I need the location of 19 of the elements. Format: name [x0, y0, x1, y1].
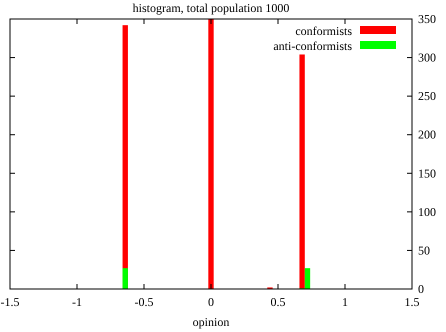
y-tick-label: 200 — [418, 128, 436, 142]
x-tick-label: -1.5 — [0, 295, 20, 309]
x-tick-label: -0.5 — [134, 295, 154, 309]
chart-title: histogram, total population 1000 — [132, 1, 290, 15]
y-tick-label: 100 — [418, 204, 436, 219]
y-tick-label: 300 — [418, 50, 436, 65]
x-tick-label: 0 — [208, 295, 214, 309]
legend-label: conformists — [295, 24, 352, 38]
legend-label: anti-conformists — [273, 39, 352, 53]
x-axis-title: opinion — [192, 315, 230, 329]
y-tick-label: 50 — [418, 243, 430, 258]
x-tick-label: 1.5 — [404, 295, 420, 309]
x-tick-label: 1 — [342, 295, 348, 309]
x-tick-label: -1 — [72, 295, 82, 309]
y-tick-label: 250 — [418, 89, 436, 104]
y-tick-label: 150 — [418, 166, 436, 180]
y-tick-label: 0 — [418, 282, 424, 296]
y-tick-label: 350 — [418, 12, 436, 26]
x-tick-label: 0.5 — [270, 295, 286, 309]
